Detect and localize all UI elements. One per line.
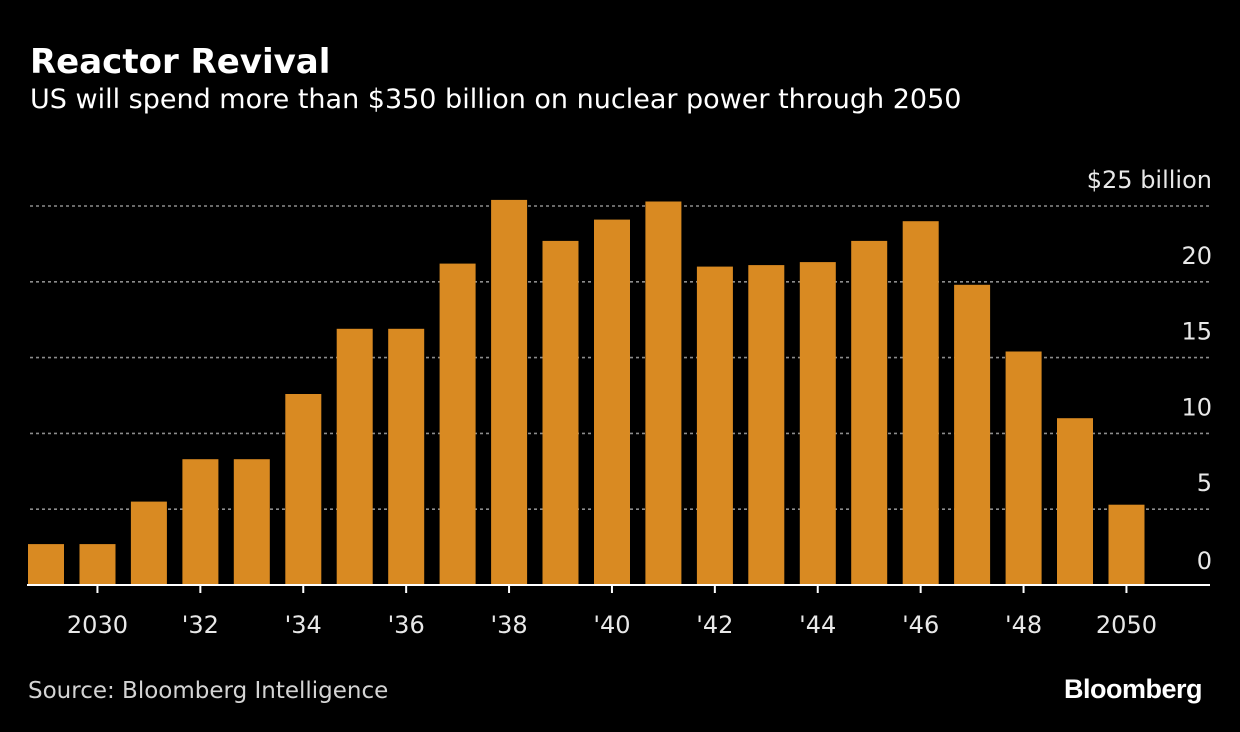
x-tick-label: 2030 (67, 611, 128, 639)
bar-2049 (1057, 418, 1093, 585)
bar-2034 (285, 394, 322, 585)
bar-2031 (130, 501, 167, 585)
x-tick-label: '34 (285, 611, 322, 639)
bars (28, 199, 1145, 585)
bar-2043 (748, 265, 785, 585)
source-note: Source: Bloomberg Intelligence (28, 678, 389, 704)
bloomberg-logo: Bloomberg (1063, 674, 1203, 704)
bar-2045 (851, 240, 888, 585)
bar-2042 (696, 266, 733, 585)
x-tick-label: '40 (593, 611, 630, 639)
bar-2036 (388, 328, 425, 585)
bar-2047 (954, 284, 991, 585)
x-tick-label: '48 (1005, 611, 1042, 639)
x-tick-label: '46 (902, 611, 939, 639)
bar-2038 (491, 199, 528, 585)
bar-2037 (439, 263, 476, 585)
bar-2046 (902, 221, 939, 585)
bar-2029 (28, 544, 64, 585)
bar-2030 (79, 544, 116, 585)
y-axis-labels: 0 5 10 15 20 $25 billion (1087, 166, 1212, 575)
x-tick-label: 2050 (1096, 611, 1157, 639)
y-tick-label: 5 (1197, 469, 1212, 497)
y-tick-label: 0 (1197, 547, 1212, 575)
bar-2035 (336, 328, 373, 585)
chart-subtitle: US will spend more than $350 billion on … (30, 84, 962, 115)
bar-2048 (1005, 351, 1042, 585)
y-tick-label: $25 billion (1087, 166, 1212, 194)
bar-2039 (542, 240, 579, 585)
x-axis (27, 584, 1210, 593)
y-tick-label: 20 (1181, 242, 1212, 270)
x-tick-label: '42 (696, 611, 733, 639)
bar-2044 (799, 262, 836, 585)
bar-2050 (1108, 504, 1145, 585)
x-tick-label: '36 (388, 611, 425, 639)
y-tick-label: 15 (1181, 318, 1212, 346)
x-tick-label: '38 (490, 611, 527, 639)
x-tick-label: '44 (799, 611, 836, 639)
y-tick-label: 10 (1181, 393, 1212, 421)
bar-2033 (233, 459, 270, 585)
bar-2041 (645, 201, 682, 585)
x-axis-labels: 2030 '32 '34 '36 '38 '40 '42 '44 '46 '48 2050 (67, 611, 1157, 639)
bar-2032 (182, 459, 219, 585)
x-tick-label: '32 (182, 611, 219, 639)
chart-title: Reactor Revival (30, 42, 331, 82)
bar-2040 (594, 219, 630, 585)
